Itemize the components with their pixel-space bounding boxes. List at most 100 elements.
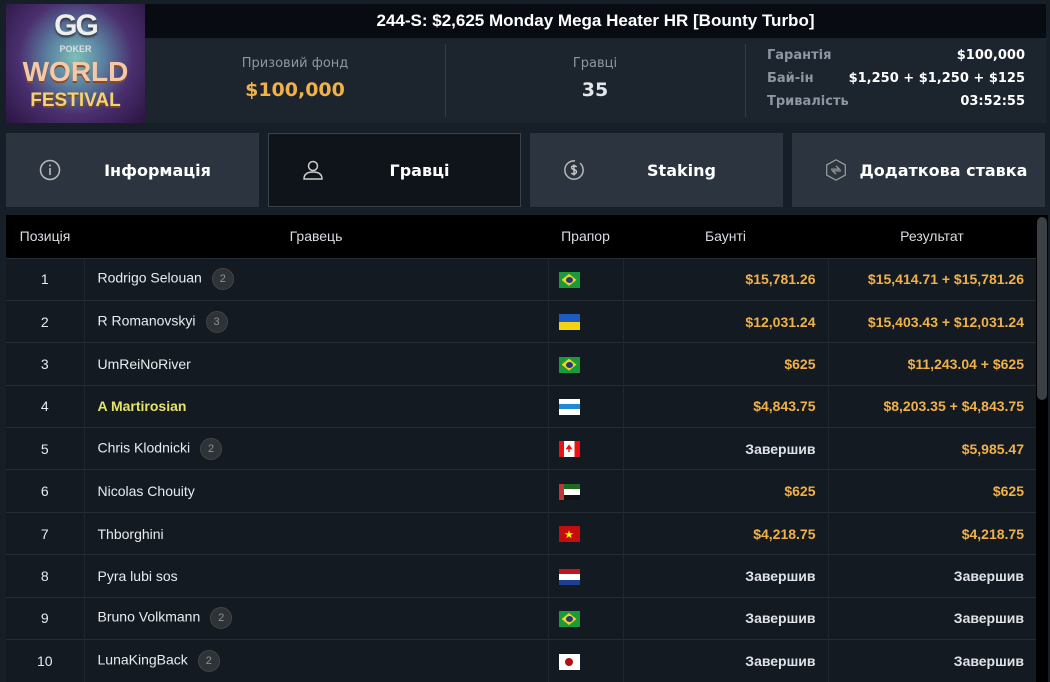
entries-badge: 2 [197, 649, 220, 672]
col-position[interactable]: Позиція [6, 215, 84, 258]
bounty: $4,843.75 [622, 384, 828, 428]
table-row[interactable]: 2 R Romanovskyi 3 $12,031.24 $15,403.43 +… [6, 299, 1036, 343]
position: 9 [6, 596, 84, 640]
table-row[interactable]: 3 UmReiNoRiver $625 $11,243.04 + $625 [6, 342, 1036, 386]
table-row[interactable]: 8 Pyra lubi sos Завершив Завершив [6, 554, 1036, 598]
entries-badge: 2 [200, 437, 223, 460]
table-row[interactable]: 1 Rodrigo Selouan 2 $15,781.26 $15,414.71… [6, 257, 1036, 301]
detail-value: 03:52:55 [960, 94, 1025, 109]
bounty: $625 [622, 342, 828, 386]
players-table: Позиція Гравець Прапор Баунті Результат … [6, 215, 1036, 682]
player-name[interactable]: LunaKingBack [97, 651, 188, 668]
prize-pool: Призовий фонд $100,000 [145, 38, 445, 123]
col-flag[interactable]: Прапор [548, 215, 623, 258]
flag-br-icon [558, 271, 580, 288]
flag-cell [547, 596, 623, 640]
table-row[interactable]: 5 Chris Klodnicki 2 Завершив $5,985.47 [6, 427, 1036, 470]
tab-label: Staking [647, 160, 716, 180]
player-name[interactable]: A Martirosian [97, 398, 187, 415]
position: 6 [6, 469, 84, 513]
result: Завершив [827, 596, 1036, 640]
player-name[interactable]: R Romanovskyi [97, 312, 196, 329]
logo-gg: GG [54, 9, 99, 42]
logo-world: WORLD [22, 56, 129, 87]
result: $8,203.35 + $4,843.75 [827, 384, 1036, 428]
divider [745, 44, 746, 117]
table-header: Позиція Гравець Прапор Баунті Результат [6, 215, 1036, 258]
scrollbar[interactable] [1036, 215, 1048, 682]
player-cell: LunaKingBack 2 [83, 639, 548, 682]
player-name[interactable]: Nicolas Chouity [97, 483, 195, 500]
flag-cell [547, 469, 623, 513]
flag-cell [547, 511, 623, 555]
info-icon [39, 159, 61, 181]
player-name[interactable]: Chris Klodnicki [97, 439, 191, 456]
flag-cell [547, 554, 623, 598]
table-row[interactable]: 9 Bruno Volkmann 2 Завершив Завершив [6, 596, 1036, 640]
tab-players[interactable]: Гравці [268, 133, 521, 207]
position: 3 [6, 342, 84, 386]
col-player[interactable]: Гравець [84, 215, 548, 258]
player-cell: Bruno Volkmann 2 [83, 596, 548, 640]
col-result[interactable]: Результат [828, 215, 1036, 258]
players-label: Гравці [572, 56, 618, 71]
user-icon [302, 159, 324, 181]
player-cell: UmReiNoRiver [83, 342, 548, 386]
flag-cell [547, 427, 623, 470]
flag-ee-icon [558, 399, 580, 416]
table-row[interactable]: 6 Nicolas Chouity $625 $625 [6, 469, 1036, 513]
dollar-circle-icon [563, 159, 585, 181]
player-cell: Nicolas Chouity [83, 469, 548, 513]
bounty: Завершив [622, 554, 828, 598]
flag-vn-icon [558, 526, 580, 543]
result: $11,243.04 + $625 [827, 342, 1036, 386]
detail-duration: Тривалість 03:52:55 [767, 94, 1025, 117]
table-row[interactable]: 7 Thborghini $4,218.75 $4,218.75 [6, 511, 1036, 555]
entries-badge: 2 [211, 268, 234, 291]
position: 10 [6, 639, 84, 682]
player-name[interactable]: Bruno Volkmann [97, 609, 201, 626]
flag-br-icon [558, 356, 580, 373]
table-row[interactable]: 4 A Martirosian $4,843.75 $8,203.35 + $4… [6, 384, 1036, 428]
player-name[interactable]: UmReiNoRiver [97, 355, 191, 372]
detail-label: Бай-ін [767, 71, 814, 86]
gg-world-festival-logo: GG POKER WORLD FESTIVAL [6, 4, 145, 123]
position: 4 [6, 384, 84, 428]
flag-jp-icon [558, 653, 580, 670]
logo-festival: FESTIVAL [30, 90, 121, 111]
prize-pool-label: Призовий фонд [241, 56, 349, 71]
divider [445, 44, 446, 117]
scrollbar-thumb[interactable] [1037, 217, 1047, 400]
table-row[interactable]: 10 LunaKingBack 2 Завершив Завершив [6, 639, 1036, 682]
detail-value: $100,000 [956, 48, 1025, 63]
bounty: Завершив [622, 596, 828, 640]
position: 7 [6, 511, 84, 555]
result: $625 [827, 469, 1036, 513]
player-name[interactable]: Rodrigo Selouan [97, 269, 202, 286]
detail-label: Гарантія [767, 48, 832, 63]
player-name[interactable]: Thborghini [97, 525, 164, 542]
result: $15,403.43 + $12,031.24 [827, 299, 1036, 343]
player-cell: Chris Klodnicki 2 [83, 427, 548, 470]
result: Завершив [827, 554, 1036, 598]
logo-poker: POKER [59, 44, 92, 54]
position: 1 [6, 257, 84, 301]
col-bounty[interactable]: Баунті [623, 215, 828, 258]
hexagon-bolt-icon [825, 159, 847, 181]
player-cell: Pyra lubi sos [83, 554, 548, 598]
entries-badge: 3 [205, 310, 228, 333]
tab-label: Гравці [389, 160, 450, 180]
player-name[interactable]: Pyra lubi sos [97, 567, 178, 584]
flag-nl-icon [558, 568, 580, 585]
tab-side-bet[interactable]: Додаткова ставка [792, 133, 1045, 207]
entries-badge: 2 [210, 607, 233, 630]
player-cell: Thborghini [83, 511, 548, 555]
tab-info[interactable]: Інформація [6, 133, 259, 207]
flag-ae-icon [558, 483, 580, 500]
flag-br-icon [558, 610, 580, 627]
flag-cell [547, 257, 623, 301]
tab-label: Інформація [104, 160, 211, 180]
players-value: 35 [581, 79, 609, 101]
player-cell: Rodrigo Selouan 2 [83, 257, 548, 301]
tab-staking[interactable]: Staking [530, 133, 783, 207]
